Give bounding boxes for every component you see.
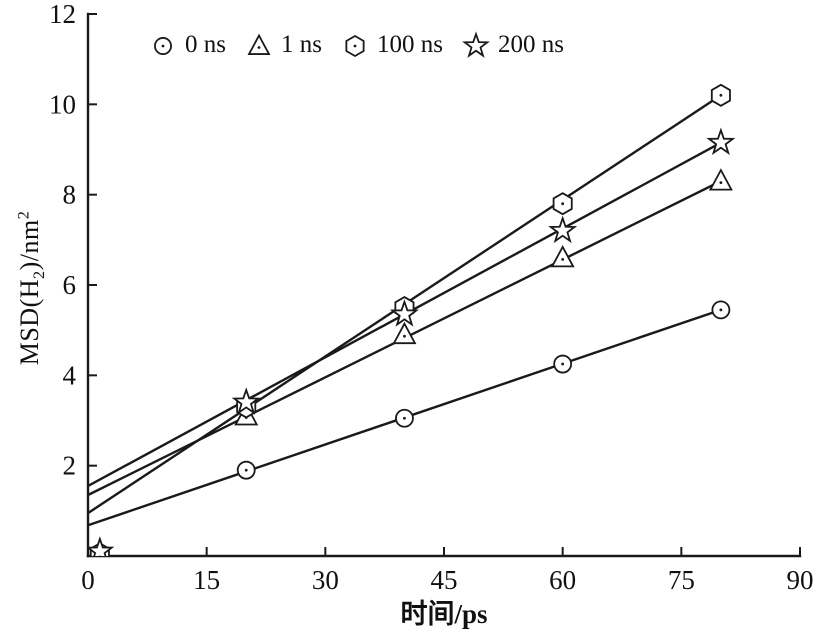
x-tick-label: 15 bbox=[193, 565, 220, 595]
y-tick-label: 4 bbox=[63, 360, 77, 390]
legend-label: 100 ns bbox=[376, 31, 443, 58]
hexagon-marker-icon bbox=[710, 83, 731, 107]
tick-labels: 0 15 30 45 60 75 90 2 4 6 8 10 12 bbox=[49, 0, 814, 595]
x-tick-label: 30 bbox=[312, 565, 339, 595]
legend-label: 0 ns bbox=[185, 31, 226, 58]
star-marker-icon bbox=[88, 536, 115, 556]
star-marker-icon bbox=[706, 127, 736, 156]
star-marker-icon bbox=[462, 31, 490, 58]
x-tick-label: 0 bbox=[81, 565, 95, 595]
circle-marker-icon bbox=[553, 354, 573, 374]
legend-label: 1 ns bbox=[280, 31, 322, 58]
y-tick-label: 10 bbox=[49, 89, 76, 119]
triangle-marker-icon bbox=[247, 33, 271, 55]
y-tick-label: 12 bbox=[49, 0, 76, 29]
star-marker-icon bbox=[231, 387, 261, 415]
hexagon-marker-icon bbox=[345, 34, 365, 58]
legend-item-1ns: 1 ns bbox=[244, 30, 322, 60]
x-axis-label: 时间/ps bbox=[400, 599, 488, 629]
plot-area bbox=[88, 83, 736, 556]
legend-item-200ns: 200 ns bbox=[461, 30, 564, 60]
y-tick-label: 2 bbox=[63, 451, 77, 481]
star-marker-icon bbox=[548, 215, 578, 244]
circle-marker-icon bbox=[154, 37, 172, 55]
circle-marker-icon bbox=[395, 408, 414, 428]
triangle-marker-icon bbox=[550, 245, 575, 268]
y-tick-label: 6 bbox=[63, 270, 77, 300]
star-marker-icon bbox=[462, 31, 490, 58]
x-tick-label: 45 bbox=[431, 565, 458, 595]
legend-item-100ns: 100 ns bbox=[340, 30, 443, 60]
chart-legend: 0 ns 1 ns 100 ns 200 ns bbox=[148, 30, 564, 60]
circle-marker-icon bbox=[154, 37, 172, 55]
triangle-marker-icon bbox=[247, 33, 271, 55]
series-markers-200ns bbox=[88, 127, 736, 556]
y-tick-label: 8 bbox=[63, 180, 77, 210]
hexagon-marker-icon bbox=[345, 34, 365, 58]
circle-marker-icon bbox=[236, 460, 256, 480]
circle-marker-icon bbox=[711, 300, 731, 320]
ticks bbox=[87, 13, 801, 556]
star-marker-icon bbox=[389, 299, 419, 327]
x-tick-label: 75 bbox=[668, 565, 695, 595]
y-axis-label: MSD(H2)/nm2 bbox=[14, 210, 49, 366]
triangle-marker-icon bbox=[708, 168, 733, 191]
legend-item-0ns: 0 ns bbox=[148, 30, 226, 60]
x-tick-label: 60 bbox=[549, 565, 576, 595]
axes bbox=[86, 12, 802, 558]
triangle-marker-icon bbox=[392, 321, 417, 345]
series-markers-1ns bbox=[91, 168, 733, 556]
hexagon-marker-icon bbox=[552, 192, 573, 216]
legend-label: 200 ns bbox=[497, 31, 564, 58]
x-tick-label: 90 bbox=[787, 565, 814, 595]
